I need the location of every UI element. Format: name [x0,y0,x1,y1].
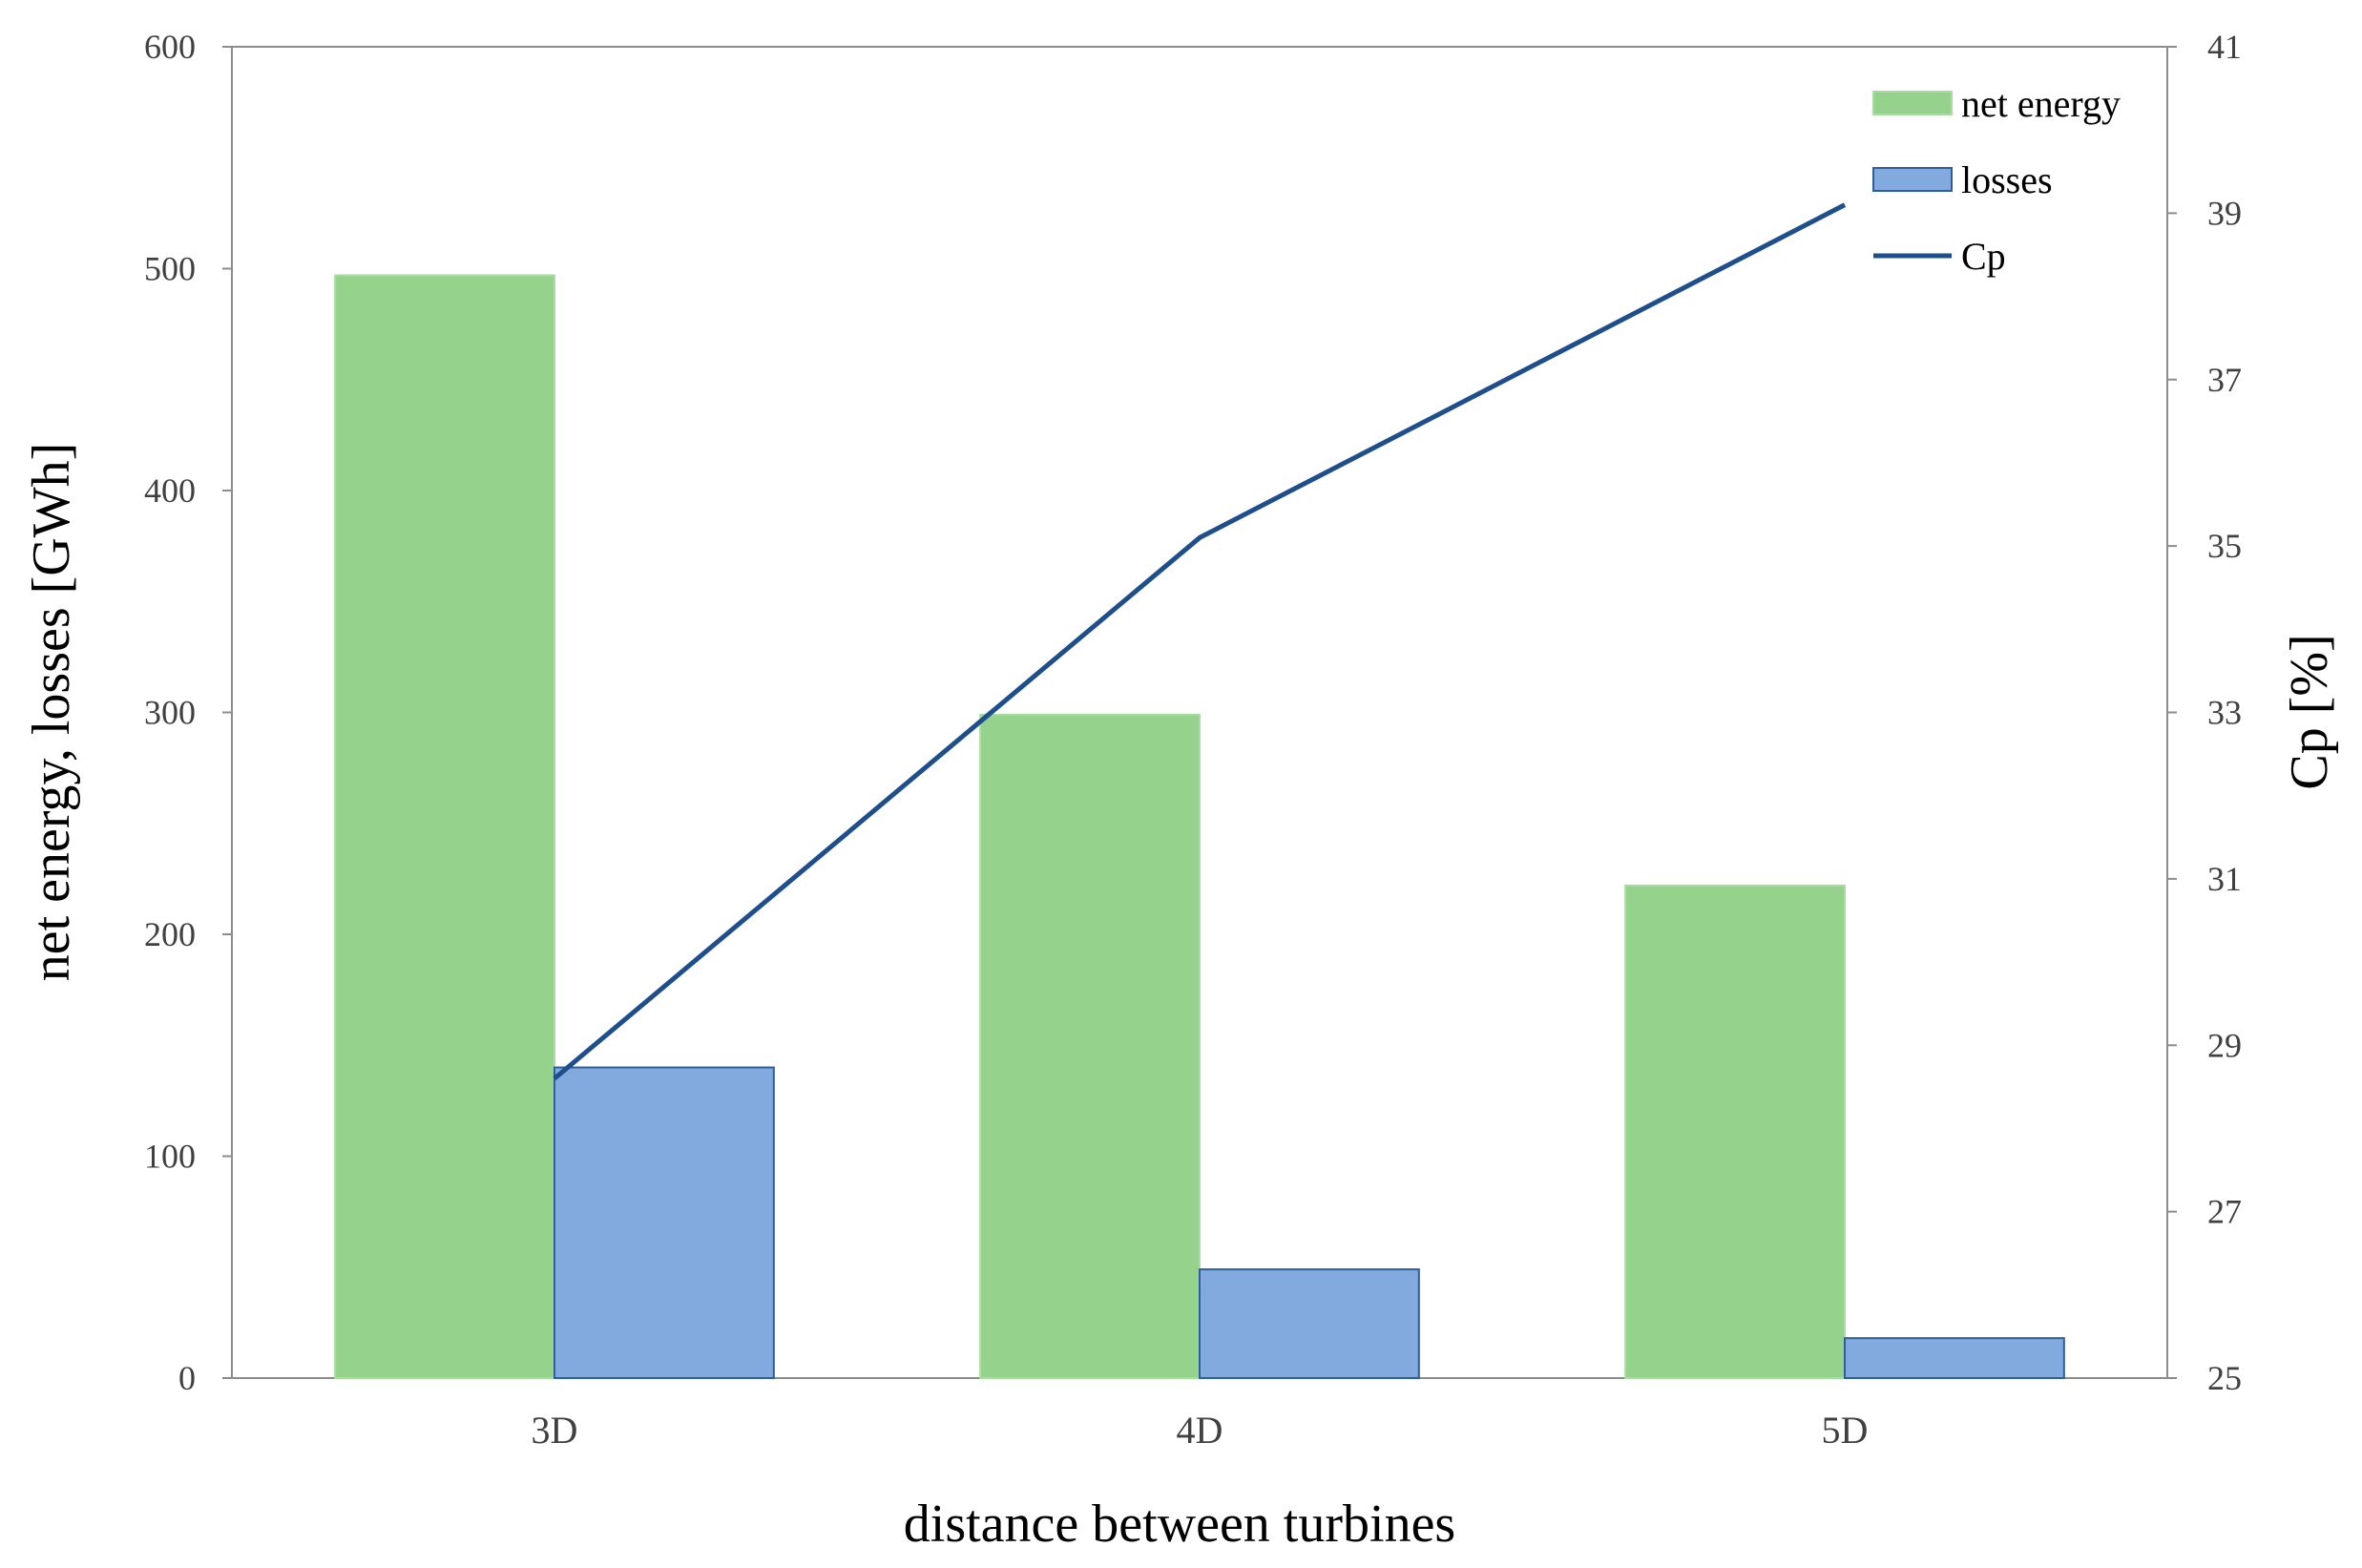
y-tick-label: 600 [144,28,196,66]
bar-losses-4D [1199,1268,1420,1379]
y2-tick-label: 27 [2207,1193,2242,1231]
legend-label-net-energy: net energy [1961,82,2121,125]
y2-tick-label: 29 [2207,1026,2242,1064]
legend-label-Cp: Cp [1961,235,2006,278]
bar-losses-3D [554,1066,775,1379]
y-axis-title: net energy, losses [GWh] [22,443,81,982]
line-layer [553,202,1847,1081]
legend-swatch-net-energy [1872,91,1953,115]
y2-tick-label: 41 [2207,28,2242,66]
legend-label-losses: losses [1961,158,2053,201]
bar-losses-5D [1844,1337,2065,1380]
y-tick-label: 200 [144,915,196,953]
bar-net-energy-5D [1624,884,1847,1379]
y-tick-label: 300 [144,694,196,732]
y-tick-label: 500 [144,250,196,288]
x-tick-label: 4D [1177,1409,1223,1452]
y2-tick-label: 33 [2207,694,2242,732]
y2-tick-label: 35 [2207,527,2242,565]
bar-net-energy-3D [334,274,555,1380]
y2-tick-label: 25 [2207,1359,2242,1397]
y2-tick-label: 39 [2207,194,2242,232]
line-series-Cp [553,202,1847,1081]
x-tick-label: 5D [1822,1409,1869,1452]
legend-swatch-losses [1872,167,1953,192]
y2-axis-title: Cp [%] [2280,634,2339,789]
x-axis-title: distance between turbines [904,1495,1455,1554]
y-tick-label: 100 [144,1138,196,1176]
bar-net-energy-4D [979,713,1202,1379]
y-tick-label: 400 [144,471,196,510]
legend: net energy losses Cp [1872,82,2121,278]
ticks-layer: 0 100 200 300 400 500 600 25 27 29 31 33 35 37 39 41 3D 4… [144,28,2242,1452]
y2-tick-label: 37 [2207,361,2242,399]
bars-layer [334,274,2065,1380]
y2-tick-label: 31 [2207,860,2242,898]
y-tick-label: 0 [178,1359,196,1397]
x-tick-label: 3D [532,1409,578,1452]
